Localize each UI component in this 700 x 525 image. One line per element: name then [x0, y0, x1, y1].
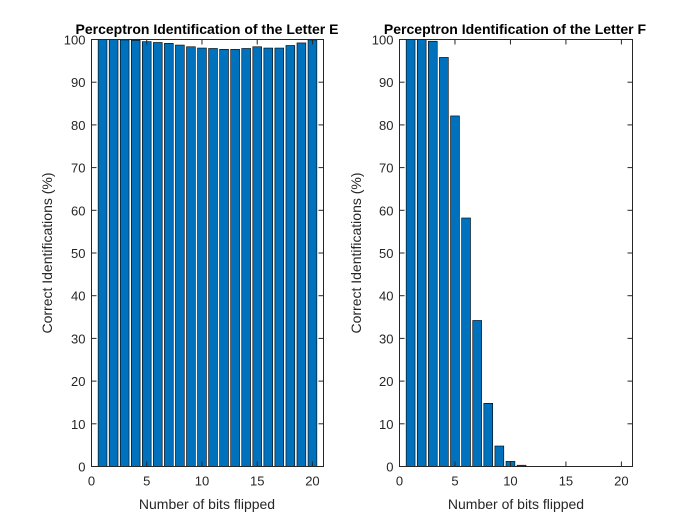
letter-e-bar-18	[285, 45, 296, 467]
letter-f-axes-box	[399, 39, 633, 467]
letter-e-bar-19	[296, 42, 307, 467]
letter-e-bar-16	[263, 47, 273, 467]
letter-f-x-tick-label-0: 0	[396, 474, 403, 489]
letter-f-ticks: 0 5 10 15 20 0 10 20 30 40 50 60 70 80 90 100	[372, 33, 633, 489]
letter-e-y-axis-label: Correct Identifications (%)	[39, 172, 55, 333]
letter-e-x-tick-label-0: 0	[88, 474, 95, 489]
letter-f-bars	[405, 39, 527, 467]
letter-e-x-tick-label-20: 20	[305, 474, 319, 489]
letter-f-bar-2	[416, 39, 427, 467]
letter-f-bar-6	[461, 217, 471, 467]
letter-f-x-tick-label-10: 10	[503, 474, 517, 489]
letter-e-bar-11	[208, 48, 218, 467]
letter-e-y-tick-label-0: 0	[78, 460, 85, 475]
letter-f-y-tick-label-30: 30	[379, 331, 393, 346]
letter-e-y-tick-label-50: 50	[71, 246, 85, 261]
letter-e-bar-20	[307, 39, 318, 467]
letter-f-x-tick-label-20: 20	[614, 474, 628, 489]
letter-f-chart: Perceptron Identification of the Letter …	[348, 21, 647, 512]
letter-e-y-tick-label-70: 70	[71, 161, 85, 176]
letter-f-bar-9	[494, 445, 505, 467]
letter-f-y-tick-label-20: 20	[379, 374, 393, 389]
letter-e-bar-1	[97, 39, 108, 467]
letter-e-bar-7	[164, 43, 174, 467]
letter-e-title: Perceptron Identification of the Letter …	[76, 21, 339, 37]
letter-e-bar-6	[153, 42, 163, 467]
letter-f-bar-4	[439, 57, 449, 467]
letter-e-y-tick-label-10: 10	[71, 417, 85, 432]
letter-f-y-tick-label-40: 40	[379, 289, 393, 304]
letter-f-x-axis-label: Number of bits flipped	[448, 496, 584, 512]
letter-f-y-tick-label-70: 70	[379, 161, 393, 176]
letter-e-bar-9	[186, 46, 196, 467]
letter-e-bar-2	[108, 39, 119, 467]
letter-e-bar-10	[197, 47, 207, 467]
letter-f-y-axis-label: Correct Identifications (%)	[348, 172, 364, 333]
letter-f-y-tick-label-50: 50	[379, 246, 393, 261]
letter-f-bar-1	[405, 39, 416, 467]
letter-f-title: Perceptron Identification of the Letter …	[384, 21, 647, 37]
letter-e-bar-15	[252, 46, 262, 467]
letter-e-y-tick-label-30: 30	[71, 331, 85, 346]
letter-e-bar-5	[142, 41, 152, 467]
letter-e-axes-box	[91, 39, 324, 467]
letter-e-chart: Perceptron Identification of the Letter …	[39, 21, 338, 512]
letter-e-x-axis-label: Number of bits flipped	[139, 496, 275, 512]
letter-e-bar-4	[130, 40, 141, 467]
letter-e-bar-17	[274, 47, 285, 467]
letter-f-x-tick-label-15: 15	[559, 474, 573, 489]
letter-e-bar-13	[230, 49, 240, 467]
letter-f-y-tick-label-80: 80	[379, 118, 393, 133]
letter-f-y-tick-label-60: 60	[379, 203, 393, 218]
letter-e-bar-12	[219, 49, 229, 467]
letter-e-y-tick-label-90: 90	[71, 75, 85, 90]
letter-e-bar-14	[241, 48, 251, 467]
letter-f-bar-3	[428, 40, 438, 467]
letter-f-x-tick-label-5: 5	[451, 474, 458, 489]
letter-e-y-tick-label-100: 100	[64, 33, 86, 48]
letter-e-bar-3	[119, 39, 130, 467]
letter-f-bar-5	[450, 115, 460, 467]
letter-f-y-tick-label-100: 100	[372, 33, 394, 48]
letter-e-ticks: 0 5 10 15 20 0 10 20 30 40 50 60 70 80 90 100	[64, 33, 324, 489]
letter-e-x-tick-label-15: 15	[250, 474, 264, 489]
letter-e-x-tick-label-10: 10	[195, 474, 209, 489]
letter-e-bar-8	[175, 44, 185, 467]
letter-f-y-tick-label-10: 10	[379, 417, 393, 432]
letter-f-bar-8	[483, 402, 494, 467]
letter-e-y-tick-label-80: 80	[71, 118, 85, 133]
letter-e-y-tick-label-40: 40	[71, 289, 85, 304]
letter-e-x-tick-label-5: 5	[143, 474, 150, 489]
letter-e-y-tick-label-20: 20	[71, 374, 85, 389]
letter-f-y-tick-label-90: 90	[379, 75, 393, 90]
letter-e-bars	[97, 39, 318, 467]
letter-e-y-tick-label-60: 60	[71, 203, 85, 218]
letter-f-y-tick-label-0: 0	[386, 460, 393, 475]
letter-f-bar-7	[472, 320, 482, 467]
